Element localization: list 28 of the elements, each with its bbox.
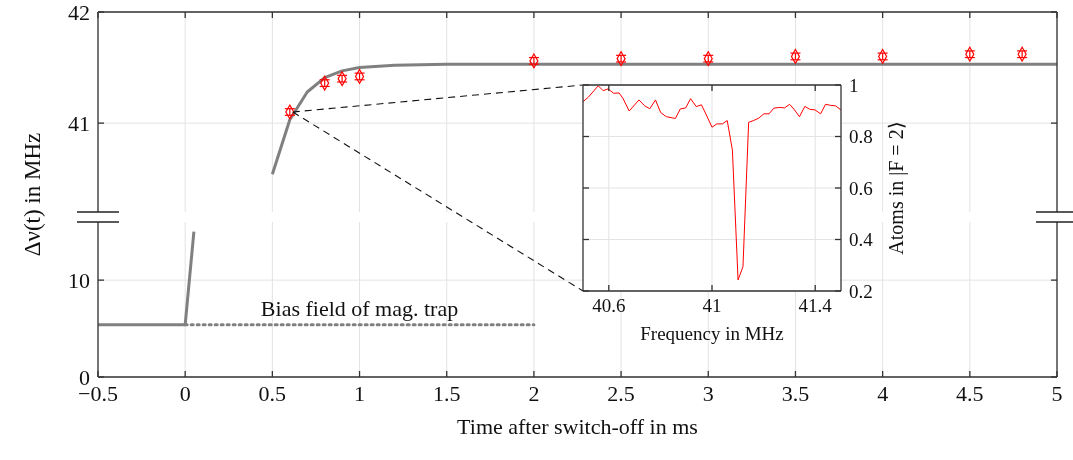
x-tick-label: 2.5: [607, 381, 635, 406]
line-series: [270, 62, 1059, 176]
x-tick-label: 3: [702, 381, 714, 406]
x-tick-label: 40.6: [592, 295, 626, 316]
x-tick-label: 2: [528, 381, 540, 406]
x-tick-label: 41.4: [798, 295, 833, 316]
x-tick-label: 1.5: [432, 381, 461, 406]
y-tick-label: 1: [849, 74, 859, 96]
x-tick-label: 4: [877, 381, 889, 406]
annotation: Bias field of mag. trap: [260, 295, 459, 321]
y-tick-label: 41: [68, 110, 90, 136]
y-tick-label: 0.2: [849, 280, 873, 302]
y-tick-label: 10: [68, 267, 90, 293]
x-tick-label: 5: [1051, 381, 1063, 406]
x-axis-title: Time after switch-off in ms: [457, 414, 698, 440]
y-tick-label: 0.4: [849, 229, 874, 251]
y-tick-label: 0.8: [849, 126, 873, 148]
x-tick-label: 4.5: [956, 381, 984, 406]
y-tick-label: 42: [68, 0, 90, 25]
x-tick-label: 3.5: [781, 381, 810, 406]
y-axis-title: Δν(t) in MHz: [20, 132, 45, 257]
y-tick-label: 0.6: [849, 177, 873, 199]
x-tick-label: 1: [354, 381, 366, 406]
x-tick-label: 0: [179, 381, 191, 406]
x-axis-title: Frequency in MHz: [640, 323, 784, 345]
x-tick-label: 0.5: [258, 381, 287, 406]
y-axis-title: Atoms in |F = 2⟩: [885, 121, 908, 255]
x-tick-label: 41: [702, 295, 722, 316]
